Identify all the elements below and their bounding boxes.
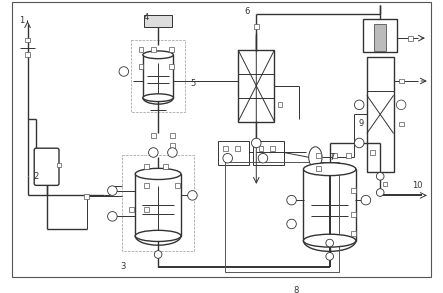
Bar [303,169,356,241]
Bar [253,141,284,165]
Circle shape [258,154,268,163]
Bar [144,207,149,212]
Ellipse shape [135,230,181,241]
Bar [374,24,386,50]
Bar [25,52,30,57]
Bar [351,188,356,193]
Circle shape [287,219,296,229]
Text: 8: 8 [294,286,299,293]
Bar [270,146,275,151]
Bar [383,182,387,186]
Circle shape [188,191,197,200]
Bar [163,164,168,169]
Circle shape [108,212,117,221]
Bar [399,122,404,126]
Bar [370,150,375,155]
Text: 9: 9 [358,120,364,128]
Bar [144,15,172,27]
Text: 2: 2 [34,172,39,181]
Bar [132,40,185,112]
Bar [351,212,356,217]
Bar [408,36,413,40]
Ellipse shape [303,163,356,176]
Bar [169,64,174,69]
Text: 5: 5 [191,79,196,88]
Circle shape [148,148,158,157]
Text: 10: 10 [412,181,423,190]
Circle shape [354,138,364,148]
Text: 6: 6 [244,7,249,16]
Bar [175,183,179,188]
Circle shape [108,186,117,195]
Text: 1: 1 [19,16,24,25]
Bar [151,133,156,138]
Circle shape [326,239,334,247]
FancyBboxPatch shape [34,148,59,185]
Bar [139,47,144,52]
Bar [238,50,274,122]
Bar [399,79,404,84]
Circle shape [361,195,371,205]
Bar [367,57,393,172]
Bar [84,194,89,199]
Bar [363,19,397,52]
Bar [278,103,283,107]
Ellipse shape [303,234,356,247]
Bar [316,153,321,158]
Circle shape [154,251,162,258]
Text: 7: 7 [329,153,334,162]
Bar [332,153,337,158]
Bar [129,207,134,212]
Bar [254,24,259,29]
Circle shape [119,67,128,76]
Circle shape [377,173,384,180]
Bar [378,28,383,33]
Circle shape [354,100,364,110]
Circle shape [167,148,177,157]
Bar [169,47,174,52]
Bar [135,174,181,236]
Bar [316,166,321,171]
Ellipse shape [143,51,173,59]
Circle shape [377,189,384,196]
Bar [351,231,356,236]
Bar [170,144,175,148]
Bar [225,162,339,272]
Bar [151,47,156,52]
Circle shape [252,138,261,148]
Circle shape [396,100,406,110]
Bar [259,146,264,151]
Text: 3: 3 [120,262,125,271]
Bar [144,183,149,188]
Bar [57,163,62,167]
Bar [143,55,173,98]
Circle shape [223,154,233,163]
Ellipse shape [135,168,181,180]
Circle shape [287,195,296,205]
Ellipse shape [309,147,322,168]
Bar [122,155,194,251]
Bar [139,64,144,69]
Ellipse shape [143,94,173,102]
Bar [218,141,249,165]
Bar [235,146,240,151]
Bar [223,146,228,151]
Bar [25,38,30,42]
Bar [144,164,149,169]
Bar [346,153,351,158]
Bar [170,133,175,138]
Text: 4: 4 [144,13,149,22]
Circle shape [326,253,334,260]
